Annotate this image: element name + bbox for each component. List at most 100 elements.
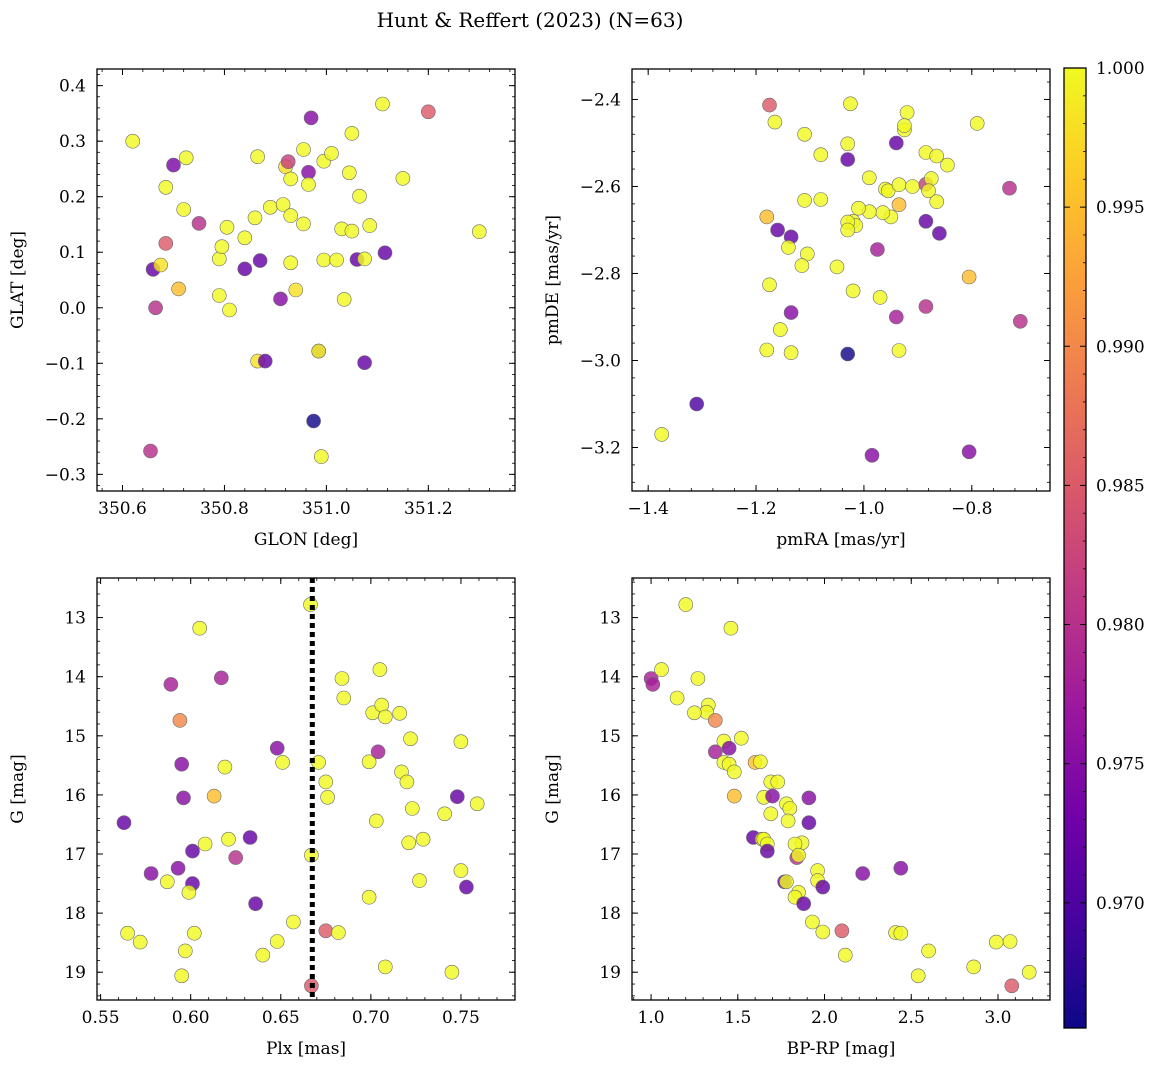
data-point — [453, 863, 469, 878]
panels: 350.6 350.8 351.0 351.2 −0.3 −0.2 −0.1 0.0 0.1 0.… — [8, 68, 1051, 1059]
data-point — [269, 934, 285, 949]
data-point — [759, 342, 775, 358]
data-point — [275, 755, 290, 770]
data-point — [170, 860, 186, 876]
data-point — [929, 148, 945, 164]
y-tick-label: 0.3 — [59, 132, 86, 152]
data-point — [861, 170, 877, 186]
x-tick-label: 0.60 — [172, 1008, 210, 1028]
data-point — [176, 202, 191, 217]
colorbar-tick-label: 0.990 — [1096, 337, 1145, 357]
colorbar-tick-label: 1.000 — [1096, 59, 1145, 79]
data-point — [174, 756, 189, 772]
data-point — [334, 671, 350, 686]
data-point — [726, 788, 742, 804]
data-point — [191, 216, 207, 231]
x-tick-label: −1.4 — [628, 499, 669, 519]
data-point — [318, 923, 334, 939]
y-tick-label: 15 — [599, 727, 621, 747]
data-point — [361, 889, 377, 905]
data-point — [212, 251, 227, 267]
y-tick-label: 17 — [64, 845, 86, 865]
data-point — [1004, 978, 1020, 994]
x-tick-label: 2.0 — [811, 1008, 838, 1028]
y-tick-label: −0.2 — [45, 410, 86, 430]
data-point — [283, 171, 299, 187]
data-point — [370, 744, 386, 760]
colorbar-tick-label: 0.975 — [1096, 755, 1145, 775]
data-point — [437, 806, 453, 822]
data-point — [940, 157, 955, 173]
y-tick-label: 18 — [599, 904, 621, 924]
data-point — [910, 968, 926, 984]
data-point — [361, 754, 377, 770]
data-point — [707, 713, 723, 728]
data-point — [840, 152, 856, 167]
data-point — [174, 968, 189, 984]
data-point — [316, 252, 332, 268]
data-point — [148, 300, 163, 316]
data-point — [815, 924, 831, 940]
data-point — [794, 258, 810, 273]
data-point — [723, 620, 739, 636]
data-point — [459, 879, 474, 895]
colorbar-tick-label: 0.985 — [1096, 476, 1145, 496]
data-point — [303, 110, 319, 126]
data-point — [921, 943, 936, 959]
data-point — [840, 136, 856, 152]
data-point — [891, 177, 907, 192]
y-tick-label: 13 — [599, 609, 621, 629]
data-point — [352, 188, 367, 204]
data-point — [420, 104, 436, 120]
data-point — [296, 142, 311, 157]
panel-glon-glat: 350.6 350.8 351.0 351.2 −0.3 −0.2 −0.1 0.0 0.1 0.… — [8, 68, 516, 550]
data-point — [116, 815, 132, 831]
axes-frame — [631, 577, 1051, 1001]
data-point — [870, 242, 885, 257]
colorbar-gradient — [1063, 67, 1087, 1029]
data-point — [891, 197, 907, 212]
data-point — [840, 222, 856, 238]
data-point — [375, 96, 390, 112]
data-point — [733, 730, 749, 746]
colorbar-ticks: 0.970 0.975 0.980 0.985 0.990 0.995 1.000 — [1064, 59, 1145, 1015]
data-point — [377, 709, 393, 725]
data-point — [765, 788, 780, 804]
data-point — [654, 427, 670, 442]
x-tick-label: 351.0 — [302, 499, 351, 519]
data-point — [288, 282, 304, 298]
data-point — [311, 343, 327, 359]
x-axis-label: Plx [mas] — [266, 1039, 346, 1059]
y-tick-label: −2.8 — [580, 264, 621, 284]
data-point — [780, 813, 796, 829]
data-point — [280, 154, 296, 169]
x-tick-label: 0.65 — [262, 1008, 300, 1028]
x-tick-label: 350.6 — [98, 499, 147, 519]
y-axis-label: G [mag] — [543, 754, 563, 823]
data-point — [779, 874, 794, 890]
data-point — [654, 662, 669, 677]
axes-frame — [96, 577, 516, 1001]
data-point — [1021, 964, 1037, 980]
data-point — [781, 240, 796, 255]
data-point — [377, 245, 393, 261]
data-point — [313, 449, 329, 464]
data-point — [471, 224, 487, 239]
data-point — [707, 744, 723, 760]
colorbar-tick-label: 0.970 — [1096, 894, 1145, 914]
data-point — [689, 396, 705, 412]
data-point — [770, 774, 786, 790]
data-point — [257, 353, 273, 369]
data-point — [372, 662, 388, 677]
data-point — [301, 177, 316, 192]
data-point — [269, 740, 285, 756]
data-point — [237, 230, 253, 246]
data-point — [176, 790, 191, 806]
data-point — [212, 288, 227, 303]
data-point — [726, 764, 742, 780]
data-point — [783, 305, 799, 320]
data-point — [395, 171, 411, 186]
axes-frame — [96, 68, 516, 492]
data-point — [791, 847, 806, 863]
data-point — [813, 147, 829, 162]
